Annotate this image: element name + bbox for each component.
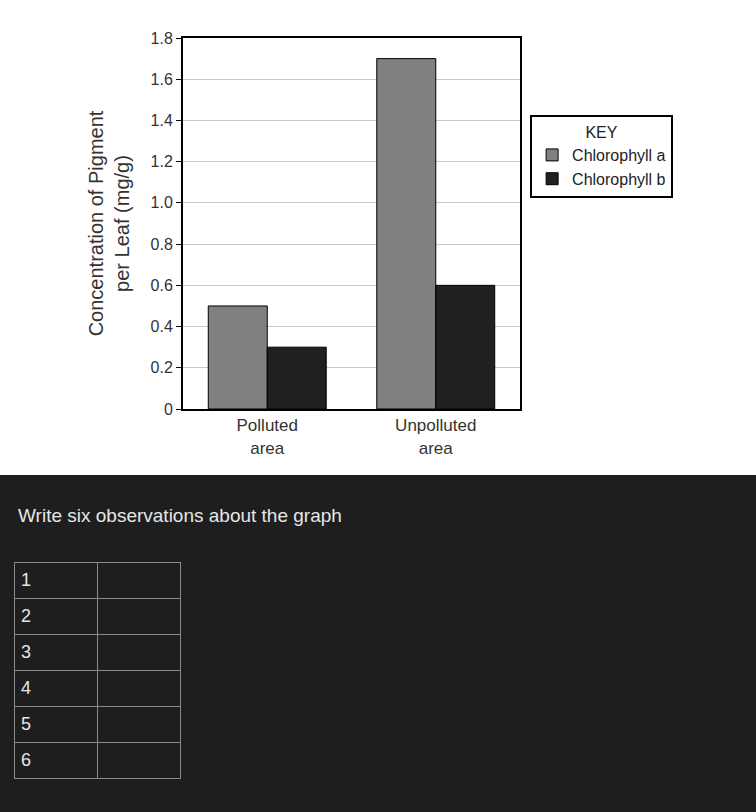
svg-text:0.6: 0.6 (151, 277, 173, 294)
svg-text:1.0: 1.0 (151, 194, 173, 211)
svg-text:0.4: 0.4 (151, 318, 173, 335)
svg-text:1.8: 1.8 (151, 30, 173, 47)
svg-text:Pollutedarea: Pollutedarea (237, 416, 298, 457)
svg-text:1.6: 1.6 (151, 71, 173, 88)
svg-text:0.8: 0.8 (151, 236, 173, 253)
svg-text:Chlorophyll b: Chlorophyll b (572, 171, 665, 188)
html-text:6: 6 (21, 750, 31, 770)
svg-text:Unpollutedarea: Unpollutedarea (395, 416, 476, 457)
html-text:Write six observations about t: Write six observations about the graph (18, 505, 342, 526)
html-text:1: 1 (21, 570, 31, 590)
html-text:3: 3 (21, 642, 31, 662)
svg-text:1.4: 1.4 (151, 112, 173, 129)
svg-text:0: 0 (164, 401, 173, 418)
svg-text:Chlorophyll a: Chlorophyll a (572, 147, 665, 164)
html-text:5: 5 (21, 714, 31, 734)
svg-text:KEY: KEY (585, 124, 617, 141)
svg-text:Concentration of Pigmentper Le: Concentration of Pigmentper Leaf (mg/g) (85, 110, 133, 336)
html-text:2: 2 (21, 606, 31, 626)
html-text:4: 4 (21, 678, 31, 698)
svg-text:1.2: 1.2 (151, 153, 173, 170)
svg-text:0.2: 0.2 (151, 359, 173, 376)
